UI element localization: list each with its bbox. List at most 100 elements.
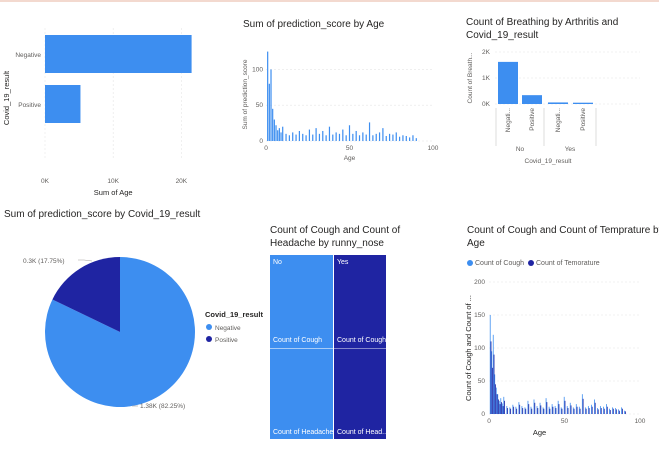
bar-temperature <box>496 394 498 414</box>
bar-cough <box>603 406 604 414</box>
bar <box>298 130 300 141</box>
legend-label-negative: Negative <box>215 325 241 332</box>
x-tick-label: 0K <box>41 178 50 185</box>
bar <box>388 133 391 141</box>
bar-temperature <box>537 408 539 414</box>
bar <box>328 126 331 141</box>
bar-temperature <box>490 341 492 414</box>
group-label-yes: Yes <box>565 146 576 153</box>
bar <box>273 119 275 141</box>
treemap-col-yes[interactable]: Yes Count of Cough Count of Head... <box>334 255 388 439</box>
bar <box>285 133 287 141</box>
visual-sum-of-age-by-result[interactable]: 0K 10K 20K Negative Positive Sum of Age Covid_… <box>0 20 210 200</box>
bar <box>405 135 407 141</box>
bar-temperature <box>493 354 495 414</box>
treemap: No Count of Cough Count of Headache Yes … <box>270 255 388 439</box>
y-axis-label: Count of Breath... <box>467 52 474 103</box>
treemap-header-yes: Yes <box>337 259 349 266</box>
visual-prediction-by-age[interactable]: Sum of prediction_score by Age 100 50 0 0 50… <box>238 18 443 173</box>
bar <box>385 135 387 141</box>
treemap-cell-no-headache: Count of Headache <box>273 429 334 436</box>
treemap-cell-yes-cough: Count of Cough <box>337 337 387 344</box>
bar-temperature <box>597 409 599 414</box>
bar <box>342 129 344 141</box>
bar-cough <box>618 409 619 414</box>
bar-cough <box>521 406 523 414</box>
bar-cough <box>497 394 499 414</box>
visual-cough-headache-treemap[interactable]: Count of Cough and Count of Headache by … <box>262 224 400 444</box>
legend-label: Count of Cough <box>475 260 525 267</box>
y-tick-label: 1K <box>482 75 491 82</box>
legend-dot-temperature <box>528 260 534 266</box>
y-axis-label: Count of Cough and Count of ... <box>464 295 473 401</box>
bar-cough <box>530 406 532 414</box>
y-tick-label: 200 <box>474 279 485 286</box>
y-tick-label: 0K <box>482 101 491 108</box>
x-tick-label: 50 <box>561 418 569 425</box>
bar-temperature <box>558 404 560 414</box>
column-chart-breathing: 2K 1K 0K Negati... Positive Negati... Positive… <box>467 49 640 165</box>
y-tick-label: 0 <box>481 411 485 418</box>
bar <box>282 126 284 141</box>
x-axis-label: Sum of Age <box>94 188 133 197</box>
bar <box>268 83 270 141</box>
visual-title: Sum of prediction_score by Age <box>243 19 385 30</box>
group-label-no: No <box>516 146 525 153</box>
bar <box>362 132 364 141</box>
bar-temperature <box>570 405 572 414</box>
y-tick-label: 150 <box>474 312 485 319</box>
treemap-col-no[interactable]: No Count of Cough Count of Headache <box>270 255 333 439</box>
bar-cough <box>506 406 508 414</box>
pie-slice-positive <box>52 257 120 332</box>
bar <box>315 128 317 141</box>
legend-item-temperature[interactable]: Count of Temorature <box>528 260 600 267</box>
bar-cough <box>566 406 568 414</box>
bar <box>295 134 297 141</box>
visual-prediction-by-result-pie[interactable]: Sum of prediction_score by Covid_19_resu… <box>0 208 270 418</box>
bar-temperature <box>609 410 611 414</box>
bar-temperature <box>534 402 536 414</box>
legend-dot-cough <box>467 260 473 266</box>
bar-cough <box>489 315 491 414</box>
bar-cough <box>518 402 520 414</box>
bar <box>288 135 290 141</box>
bar <box>305 135 307 141</box>
x-tick-label: 50 <box>346 145 354 152</box>
bar-temperature <box>528 404 530 414</box>
data-label-positive: 0.3K (17.75%) <box>23 258 65 265</box>
legend-dot-negative <box>206 324 212 330</box>
visual-cough-temperature-by-age[interactable]: Count of Cough and Count of Temprature b… <box>462 224 659 449</box>
bar-cough <box>587 406 589 414</box>
bar-cough <box>524 407 526 414</box>
bar-temperature <box>585 408 587 414</box>
bar-temperature <box>516 408 518 414</box>
bar-temperature <box>543 408 545 414</box>
bar-temperature <box>582 398 584 414</box>
bar-cough <box>597 408 598 414</box>
bar <box>368 122 371 141</box>
x-axis-label: Age <box>344 155 356 162</box>
data-label-negative: 1.38K (82.25%) <box>140 403 185 410</box>
legend-label-positive: Positive <box>215 337 238 344</box>
bar-cough <box>501 403 503 414</box>
visual-breathing-by-arthritis[interactable]: Count of Breathing by Arthritis and Covi… <box>460 16 650 176</box>
bar-temperature <box>552 406 554 414</box>
bar-cough <box>621 407 622 414</box>
x-tick-label: 100 <box>635 418 646 425</box>
visual-title: Count of Breathing by Arthritis and <box>466 17 619 28</box>
y-tick-label: 50 <box>478 378 486 385</box>
bar <box>312 134 314 141</box>
bar-temperature <box>621 408 623 414</box>
x-axis-label: Age <box>533 428 546 437</box>
legend-item-cough[interactable]: Count of Cough <box>467 260 524 267</box>
bar-cough <box>500 398 502 414</box>
bar-cough <box>584 407 586 414</box>
bar-temperature <box>495 384 496 414</box>
y-tick-label: 100 <box>474 345 485 352</box>
treemap-header-no: No <box>273 259 282 266</box>
bar <box>332 134 334 141</box>
bar-temperature <box>540 405 542 414</box>
bar <box>267 51 269 142</box>
x-tick-label: Negati... <box>555 108 562 132</box>
bar-temperature <box>549 408 551 414</box>
